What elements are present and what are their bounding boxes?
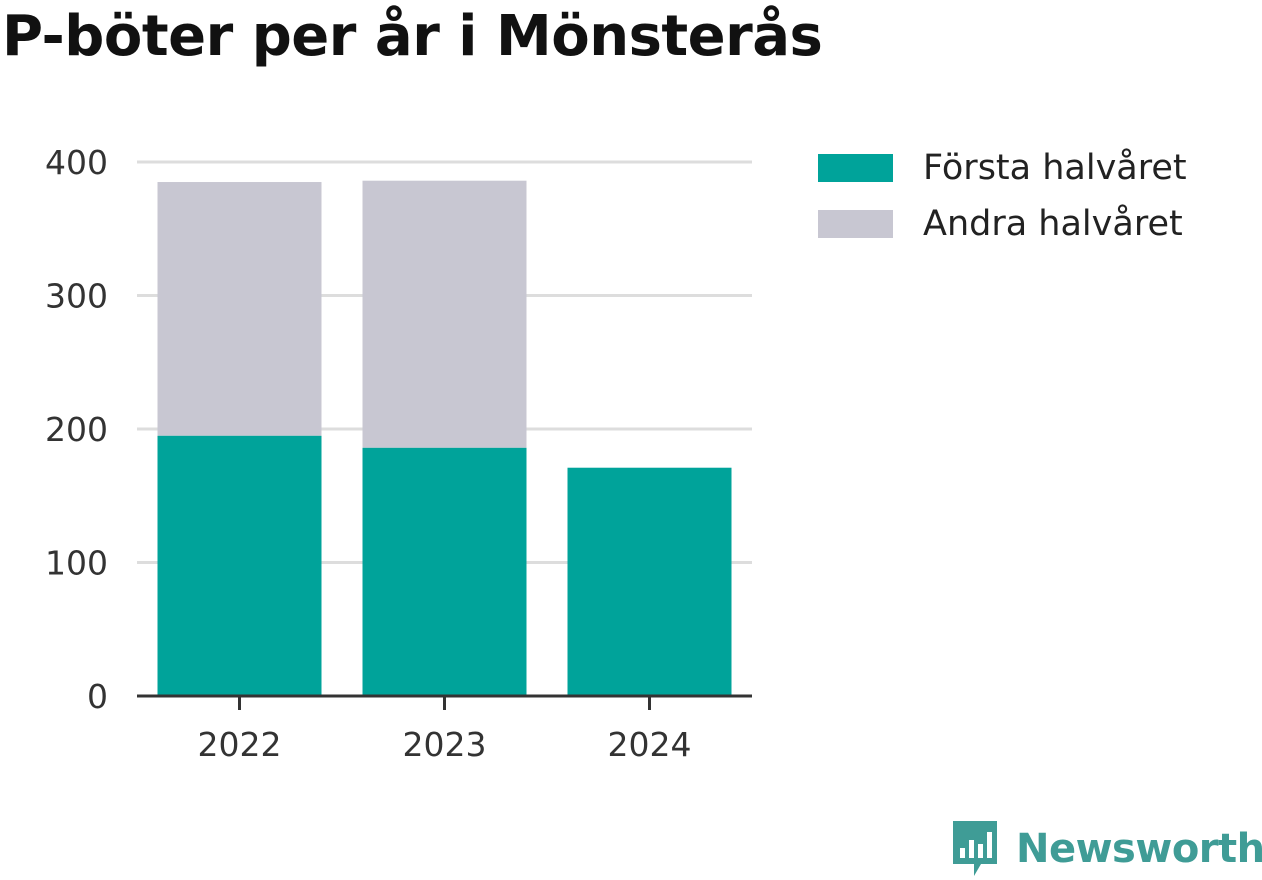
y-tick-label: 300 <box>45 277 108 316</box>
chart-title: P-böter per år i Mönsterås <box>2 4 823 69</box>
legend-swatch <box>818 210 893 238</box>
bar-2022-series-0 <box>157 435 322 696</box>
legend-swatch <box>818 154 893 182</box>
y-tick-label: 400 <box>45 143 108 182</box>
y-tick-label: 200 <box>45 410 108 449</box>
brand-name: Newsworthy <box>1016 826 1262 872</box>
x-tick-label: 2022 <box>198 725 282 764</box>
legend-item-forsta: Första halvåret <box>818 140 1187 196</box>
bars <box>157 180 732 696</box>
newsworthy-logo: Newsworthy <box>950 818 1262 880</box>
x-tick-label: 2023 <box>403 725 487 764</box>
legend-label: Andra halvåret <box>923 204 1183 244</box>
axes: 0 100 200 300 400 2022 2023 2024 <box>45 143 752 764</box>
legend: Första halvåret Andra halvåret <box>818 140 1187 252</box>
legend-label: Första halvåret <box>923 148 1187 188</box>
y-tick-label: 0 <box>87 677 108 716</box>
bar-2022-series-1 <box>157 182 322 436</box>
bar-2023-series-0 <box>362 447 527 696</box>
legend-item-andra: Andra halvåret <box>818 196 1187 252</box>
newsworthy-logo-icon <box>953 821 997 876</box>
bar-2023-series-1 <box>362 180 527 448</box>
bar-2024-series-0 <box>567 467 732 696</box>
y-tick-label: 100 <box>45 544 108 583</box>
x-tick-label: 2024 <box>608 725 692 764</box>
